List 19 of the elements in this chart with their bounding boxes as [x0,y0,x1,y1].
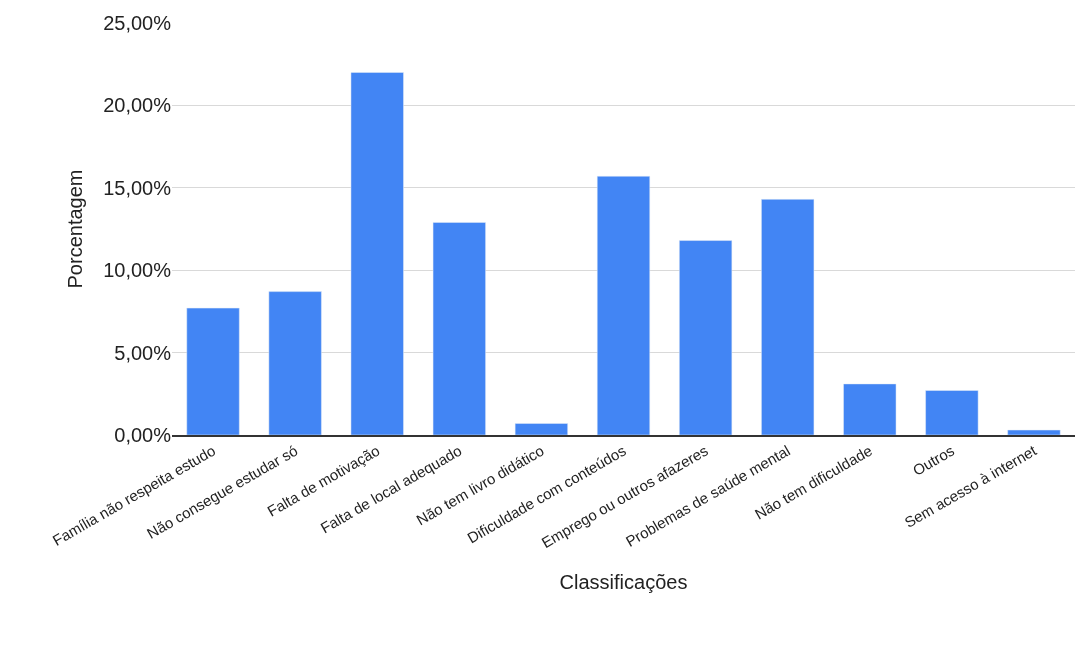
bar [843,383,897,435]
bar [432,222,486,435]
bar [268,291,322,435]
bar [679,240,733,435]
y-tick-label: 15,00% [103,176,172,199]
y-tick-label: 20,00% [103,94,172,117]
bar [761,199,815,435]
bar [925,390,979,435]
bar [350,72,404,435]
x-axis-title: Classificações [559,570,688,593]
y-tick-label: 10,00% [103,259,172,282]
y-axis-title: Porcentagem [63,169,86,289]
bar [1007,429,1061,435]
bar [186,307,240,435]
y-tick-label: 5,00% [114,341,172,364]
y-tick-label: 25,00% [103,12,172,34]
y-tick-label: 0,00% [114,424,172,446]
bar [596,176,651,435]
bar [514,423,568,435]
